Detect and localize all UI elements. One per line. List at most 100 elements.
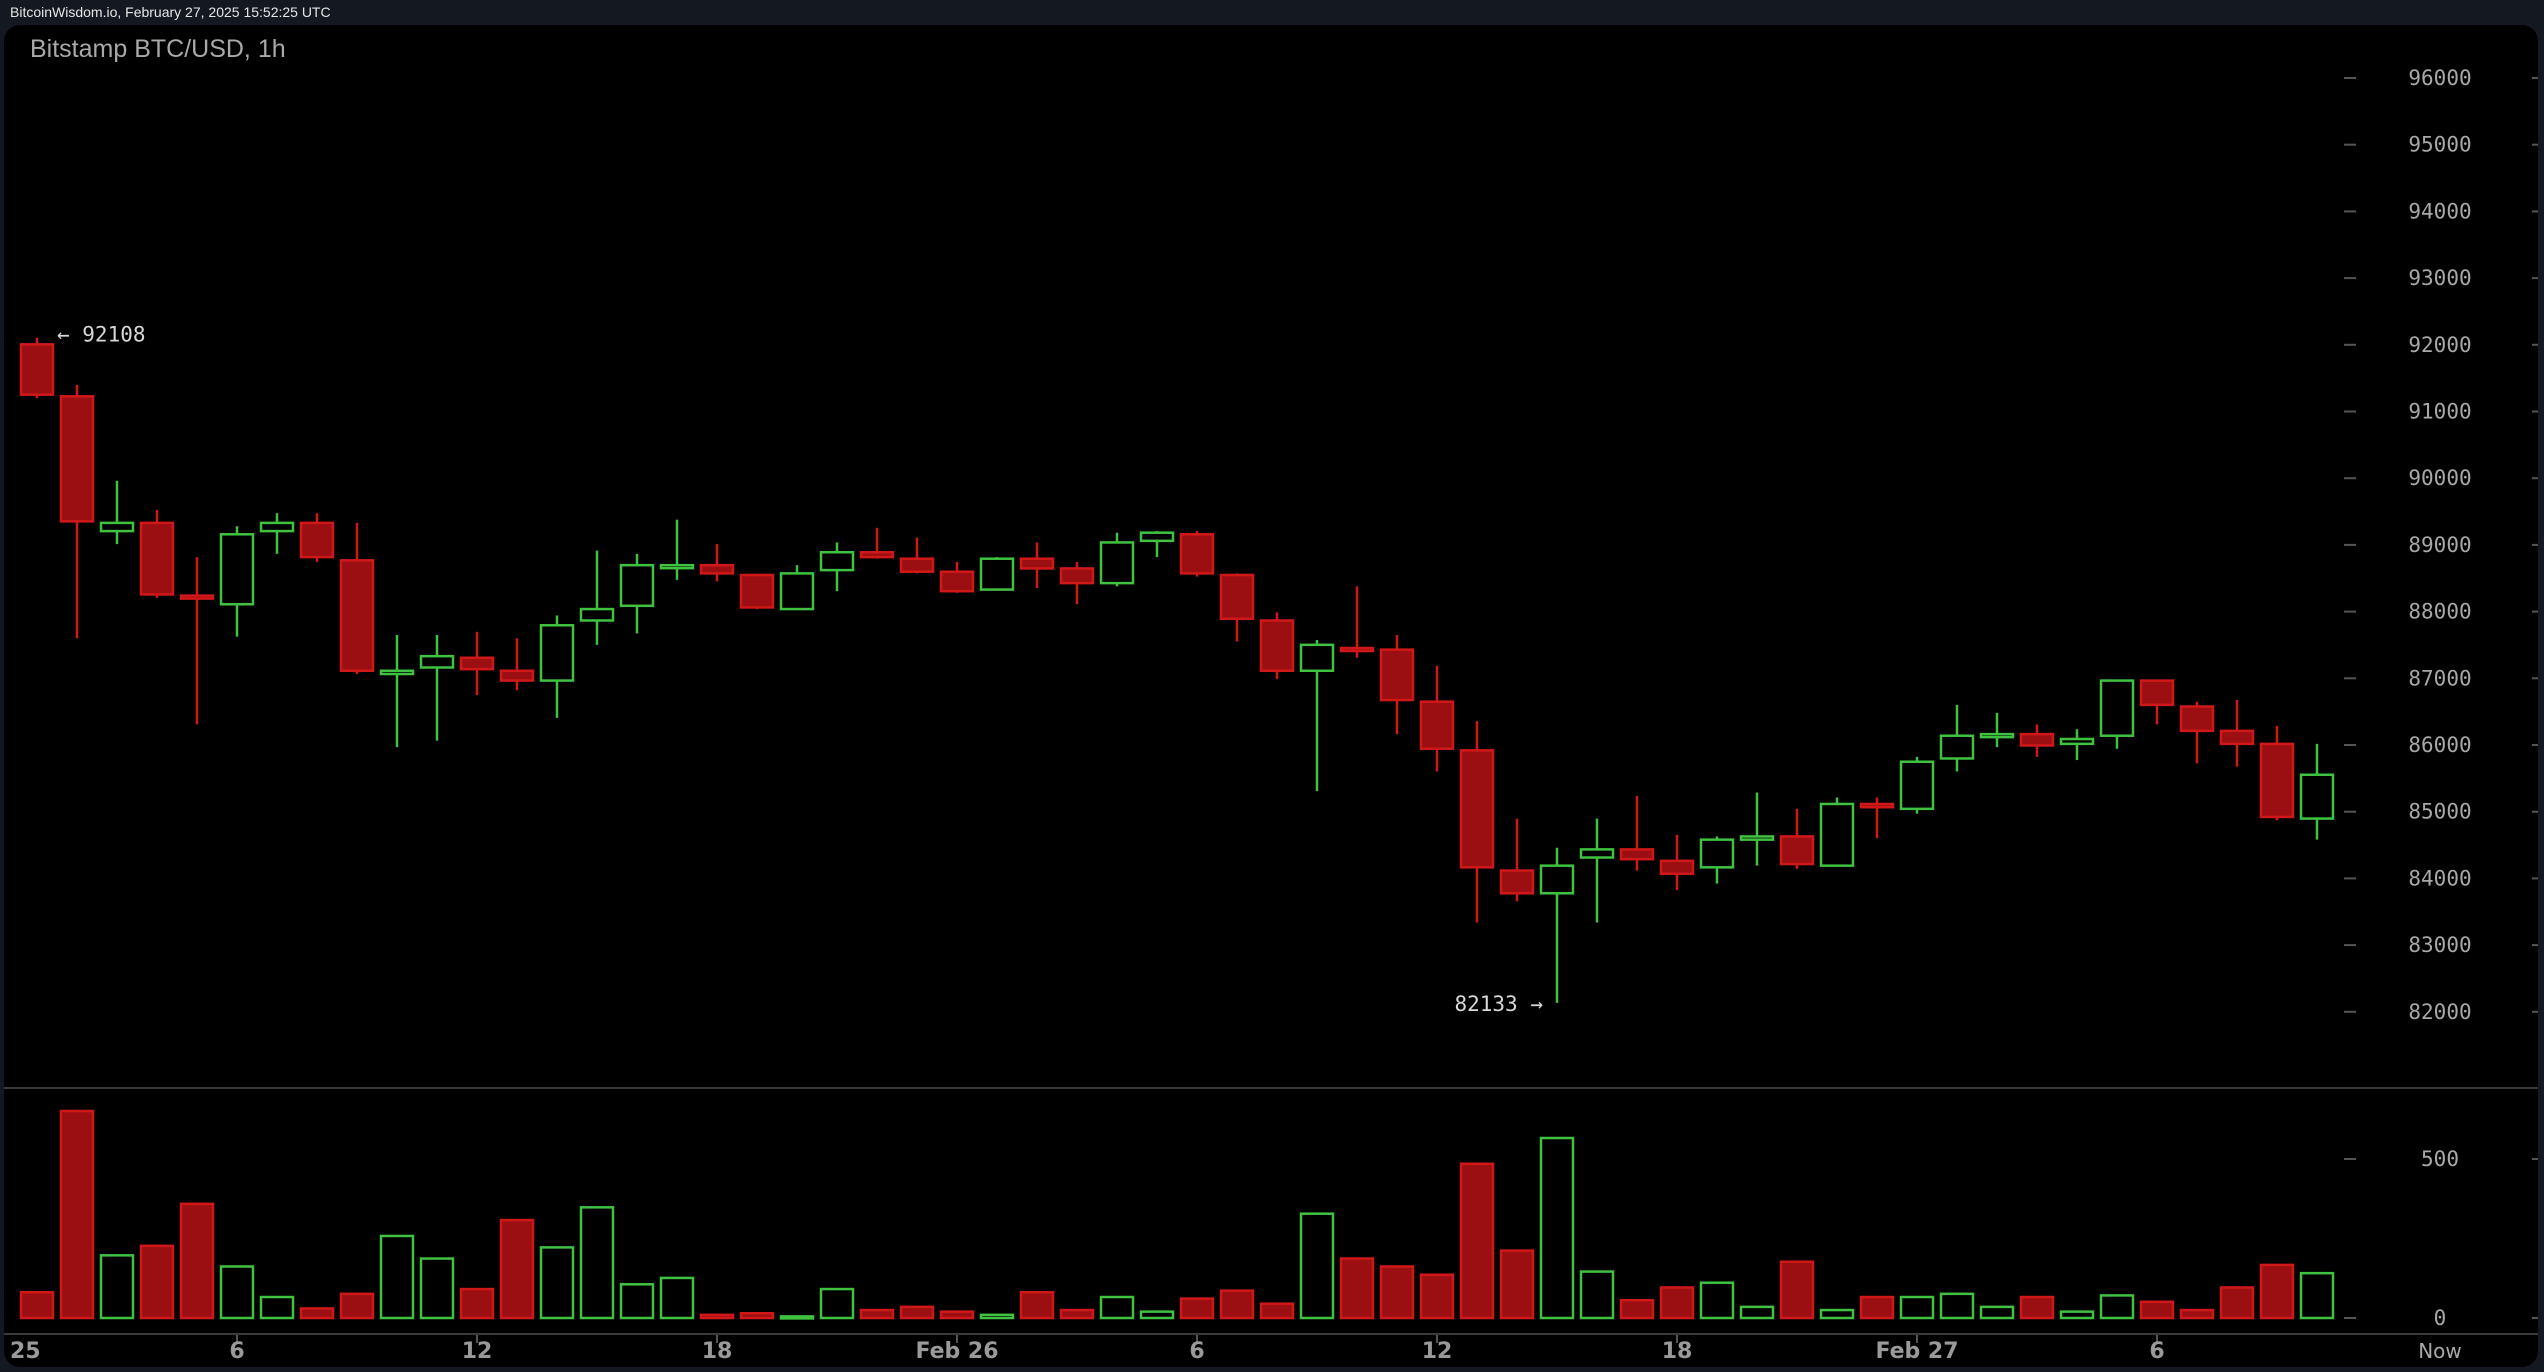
candle [2259, 725, 2295, 821]
chart-panel[interactable]: 96000 95000 94000 93000 92000 91000 90000 89000… [4, 25, 2538, 1367]
time-tick-label: 12 [462, 1339, 493, 1364]
time-tick-label: 6 [1189, 1339, 1204, 1364]
volume-bar [2019, 1295, 2055, 1320]
volume-bar [1259, 1302, 1295, 1320]
time-tick-label: 6 [2149, 1339, 2164, 1364]
volume-bar [1619, 1298, 1655, 1320]
time-axis: 25 6 12 18 Feb 26 6 12 18 Feb 27 6 Now [10, 1334, 2462, 1364]
volume-bar [379, 1234, 415, 1320]
price-tick-label: 84000 [2408, 866, 2471, 890]
volume-bar [1939, 1292, 1975, 1320]
price-tick-label: 96000 [2408, 66, 2471, 90]
volume-tick-label: 500 [2421, 1147, 2459, 1171]
candle [779, 565, 815, 611]
candle [619, 553, 655, 634]
candle [2099, 679, 2135, 749]
price-tick-label: 94000 [2408, 199, 2471, 223]
volume-bar [1179, 1297, 1215, 1320]
candle [219, 526, 255, 637]
volume-bar [1859, 1295, 1895, 1320]
candle [259, 513, 295, 554]
volume-bar [899, 1305, 935, 1320]
price-tick-label: 90000 [2408, 466, 2471, 490]
volume-bar [539, 1246, 575, 1320]
volume-bar [1139, 1310, 1175, 1320]
volume-bar [699, 1313, 735, 1320]
volume-bar [779, 1315, 815, 1320]
volume-bar [1579, 1270, 1615, 1320]
volume-bar [2219, 1286, 2255, 1320]
time-tick-label: 12 [1422, 1339, 1453, 1364]
time-tick-label: Now [2418, 1339, 2462, 1363]
candle [2019, 724, 2055, 757]
candle [179, 557, 215, 725]
price-tick-label: 88000 [2408, 600, 2471, 624]
volume-bar [219, 1265, 255, 1320]
candle [1619, 795, 1655, 871]
volume-bar [2259, 1263, 2295, 1320]
candlestick-chart[interactable]: 96000 95000 94000 93000 92000 91000 90000 89000… [4, 25, 2538, 1367]
volume-bar [59, 1109, 95, 1320]
volume-bar [1059, 1308, 1095, 1320]
candle [2179, 701, 2215, 764]
candle [1139, 531, 1175, 558]
volume-bar [819, 1287, 855, 1320]
volume-bar [1739, 1305, 1775, 1320]
candle [539, 615, 575, 718]
price-tick-label: 85000 [2408, 800, 2471, 824]
volume-bar [419, 1257, 455, 1320]
candle [699, 544, 735, 582]
candle [1259, 612, 1295, 679]
price-tick-label: 91000 [2408, 400, 2471, 424]
time-tick-label: Feb 26 [915, 1339, 998, 1364]
volume-bar [859, 1308, 895, 1320]
time-tick-label: Feb 27 [1875, 1339, 1958, 1364]
volume-bar [1419, 1273, 1455, 1320]
source-timestamp: BitcoinWisdom.io, February 27, 2025 15:5… [10, 4, 331, 20]
time-tick-label: 18 [1662, 1339, 1693, 1364]
candle [19, 337, 55, 399]
candle [1499, 818, 1535, 902]
candles-layer [19, 337, 2335, 1003]
volume-bar [1379, 1265, 1415, 1320]
candle [1099, 532, 1135, 587]
candle [339, 522, 375, 675]
price-tick-label: 95000 [2408, 133, 2471, 157]
chart-title: Bitstamp BTC/USD, 1h [30, 35, 286, 63]
candle [499, 638, 535, 691]
volume-bar [179, 1202, 215, 1320]
candle [2219, 700, 2255, 767]
volume-bar [979, 1313, 1015, 1320]
candle [2299, 743, 2335, 840]
time-tick-label: 18 [702, 1339, 733, 1364]
candle [739, 573, 775, 610]
candle [939, 561, 975, 593]
candle [459, 631, 495, 696]
candle [1019, 542, 1055, 588]
volume-bar [259, 1295, 295, 1320]
volume-bar [1899, 1295, 1935, 1320]
candle [2139, 679, 2175, 725]
volume-bar [1219, 1289, 1255, 1320]
candle [1939, 704, 1975, 772]
volume-bar [1779, 1260, 1815, 1320]
volume-bar [299, 1307, 335, 1320]
volume-bar [939, 1310, 975, 1320]
candle [1819, 797, 1855, 867]
candle [1539, 847, 1575, 1003]
candle [1579, 818, 1615, 923]
candle [979, 557, 1015, 591]
volume-bar [1499, 1249, 1535, 1320]
volume-bar [19, 1290, 55, 1320]
candle [1739, 792, 1775, 866]
volume-bar [2139, 1300, 2175, 1320]
price-tick-label: 92000 [2408, 333, 2471, 357]
candle [59, 384, 95, 639]
volume-bar [1819, 1308, 1855, 1320]
volume-bar [499, 1218, 535, 1320]
volume-bar [739, 1311, 775, 1320]
candle [99, 480, 135, 545]
time-tick-label: 6 [229, 1339, 244, 1364]
volume-axis: 500 0 [2344, 1147, 2538, 1330]
candle [1059, 561, 1095, 605]
